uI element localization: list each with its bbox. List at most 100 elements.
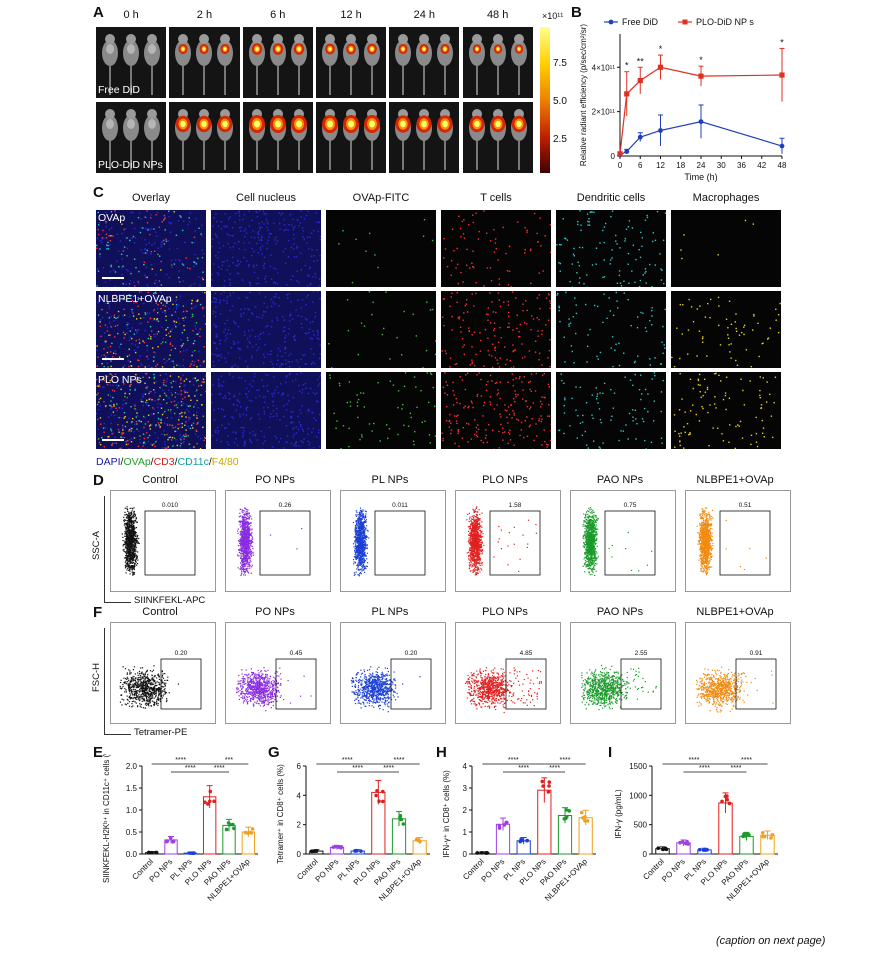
event-dot bbox=[241, 509, 243, 511]
signal-dot bbox=[765, 401, 768, 403]
event-dot bbox=[246, 520, 248, 523]
signal-dot bbox=[497, 389, 499, 391]
signal-dot bbox=[254, 335, 257, 338]
signal-dot bbox=[508, 431, 510, 434]
signal-dot bbox=[242, 312, 245, 315]
event-dot bbox=[126, 523, 128, 526]
signal-dot bbox=[179, 412, 181, 415]
timepoint-label: 2 h bbox=[196, 9, 213, 21]
signal-dot bbox=[238, 393, 241, 395]
signal-dot bbox=[196, 417, 198, 419]
signal-dot bbox=[257, 230, 260, 233]
signal-dot bbox=[266, 247, 268, 250]
signal-dot bbox=[549, 224, 552, 226]
signal-dot bbox=[223, 261, 225, 263]
signal-dot bbox=[224, 328, 226, 331]
event-dot bbox=[132, 556, 134, 558]
event-dot bbox=[129, 518, 131, 520]
signal-dot bbox=[519, 335, 521, 338]
signal-dot bbox=[160, 284, 163, 286]
signal-dot bbox=[442, 298, 445, 300]
signal-dot bbox=[170, 409, 172, 411]
ivis-image bbox=[462, 102, 533, 173]
signal-dot bbox=[556, 292, 559, 295]
signal-dot bbox=[194, 433, 197, 435]
signal-dot bbox=[244, 308, 246, 310]
signal-dot bbox=[299, 222, 302, 224]
signal-dot bbox=[638, 388, 641, 391]
signal-dot bbox=[699, 384, 701, 386]
signal-dot bbox=[123, 298, 125, 300]
signal-dot bbox=[642, 312, 644, 314]
signal-dot bbox=[110, 365, 112, 368]
ivis-image-svg bbox=[175, 34, 234, 95]
signal-dot bbox=[753, 315, 755, 317]
signal-dot bbox=[195, 322, 198, 324]
event-dot bbox=[125, 529, 127, 531]
signal-dot bbox=[229, 273, 232, 275]
signal-dot bbox=[674, 446, 676, 448]
signal-dot bbox=[628, 220, 631, 222]
signal-dot bbox=[441, 350, 443, 352]
signal-dot bbox=[295, 359, 298, 361]
signal-dot bbox=[160, 302, 163, 304]
signal-dot bbox=[169, 410, 172, 413]
signal-dot bbox=[534, 351, 537, 353]
signal-dot bbox=[159, 426, 161, 429]
signal-dot bbox=[293, 338, 296, 341]
signal-dot bbox=[558, 309, 560, 312]
signal-dot bbox=[558, 305, 560, 307]
event-dot bbox=[244, 574, 246, 576]
signal-dot bbox=[509, 439, 512, 441]
signal-dot bbox=[171, 266, 173, 269]
signal-dot bbox=[165, 329, 167, 331]
signal-dot bbox=[547, 293, 550, 295]
signal-dot bbox=[197, 435, 199, 438]
signal-dot bbox=[745, 349, 748, 351]
signal-dot bbox=[699, 390, 701, 393]
signal-dot bbox=[157, 403, 159, 405]
signal-dot bbox=[247, 297, 249, 299]
signal-dot bbox=[289, 315, 291, 317]
signal-dot bbox=[137, 329, 140, 331]
signal-dot bbox=[591, 414, 593, 416]
signal-core bbox=[496, 47, 499, 51]
event-dot bbox=[135, 544, 137, 546]
signal-dot bbox=[507, 406, 510, 408]
signal-dot bbox=[105, 222, 107, 224]
signal-dot bbox=[263, 263, 266, 265]
signal-dot bbox=[217, 379, 220, 381]
signal-dot bbox=[102, 229, 104, 232]
event-dot bbox=[245, 538, 247, 540]
mouse-head bbox=[220, 34, 231, 44]
event-dot bbox=[127, 545, 129, 547]
signal-dot bbox=[603, 382, 606, 385]
signal-dot bbox=[146, 249, 149, 252]
event-dot bbox=[130, 555, 132, 557]
event-dot bbox=[134, 539, 136, 541]
signal-dot bbox=[144, 416, 146, 419]
signal-dot bbox=[254, 372, 256, 375]
signal-dot bbox=[140, 363, 142, 365]
signal-dot bbox=[300, 358, 302, 361]
signal-dot bbox=[144, 382, 146, 385]
event-dot bbox=[126, 537, 129, 539]
signal-dot bbox=[718, 324, 720, 327]
signal-dot bbox=[421, 421, 424, 424]
signal-dot bbox=[457, 430, 460, 433]
signal-dot bbox=[178, 322, 181, 325]
signal-dot bbox=[239, 219, 241, 221]
signal-dot bbox=[167, 307, 170, 310]
event-dot bbox=[132, 551, 134, 553]
event-dot bbox=[245, 534, 247, 536]
mouse-head bbox=[440, 34, 451, 44]
signal-dot bbox=[654, 357, 656, 359]
signal-dot bbox=[231, 256, 234, 259]
signal-dot bbox=[442, 386, 445, 389]
event-dot bbox=[243, 544, 245, 546]
event-dot bbox=[243, 557, 245, 560]
signal-dot bbox=[129, 384, 132, 386]
signal-dot bbox=[140, 249, 142, 251]
signal-dot bbox=[689, 432, 691, 434]
